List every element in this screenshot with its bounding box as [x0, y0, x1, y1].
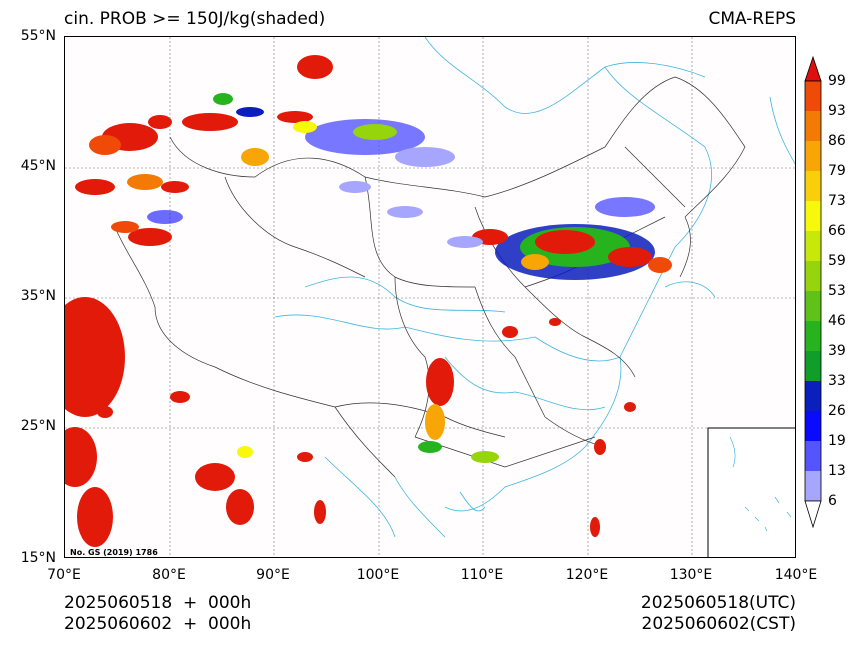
- lon-tick-label: 130°E: [669, 567, 713, 583]
- colorbar-tick-label: 26: [828, 403, 846, 419]
- colorbar-segment: [805, 471, 821, 501]
- colorbar-tick-label: 73: [828, 193, 846, 209]
- colorbar-tick-label: 53: [828, 283, 846, 299]
- valid-time-utc: 2025060518(UTC): [640, 593, 796, 613]
- colorbar-tick-label: 93: [828, 103, 846, 119]
- colorbar-tick-label: 66: [828, 223, 846, 239]
- colorbar-segment: [805, 381, 821, 411]
- map-review-number: No. GS (2019) 1786: [70, 548, 158, 557]
- colorbar-segment: [805, 141, 821, 171]
- colorbar-tick-label: 86: [828, 133, 846, 149]
- colorbar-segment: [805, 171, 821, 201]
- lon-tick-label: 140°E: [774, 567, 818, 583]
- lon-tick-label: 80°E: [152, 567, 186, 583]
- colorbar-segment: [805, 81, 821, 111]
- colorbar-extend-min: [804, 500, 822, 529]
- probability-shading: [65, 55, 672, 547]
- map-canvas: [65, 37, 795, 557]
- colorbar-segment: [805, 201, 821, 231]
- colorbar-tick-label: 59: [828, 253, 846, 269]
- south-china-sea-inset: [707, 427, 795, 557]
- inset-islands: [729, 436, 792, 532]
- colorbar-tick-label: 39: [828, 343, 846, 359]
- colorbar-segment: [805, 321, 821, 351]
- valid-time-block: 2025060518(UTC) 2025060602(CST): [641, 593, 796, 635]
- forecast-init-utc: 2025060518 + 000h: [64, 593, 252, 613]
- model-name: CMA-REPS: [708, 9, 796, 29]
- colorbar-tick-label: 99: [828, 73, 846, 89]
- forecast-init-block: 2025060518 + 000h 2025060602 + 000h: [64, 593, 251, 635]
- colorbar-extend-max: [804, 55, 822, 82]
- lon-tick-label: 120°E: [565, 567, 609, 583]
- colorbar: [804, 55, 822, 529]
- forecast-init-cst: 2025060602 + 000h: [64, 614, 252, 634]
- lon-tick-label: 100°E: [356, 567, 400, 583]
- lat-tick-label: 25°N: [20, 418, 56, 434]
- lat-tick-label: 55°N: [20, 28, 56, 44]
- colorbar-segment: [805, 291, 821, 321]
- colorbar-tick-label: 79: [828, 163, 846, 179]
- boundaries: [114, 76, 746, 478]
- lon-tick-label: 90°E: [256, 567, 290, 583]
- colorbar-segment: [805, 111, 821, 141]
- colorbar-segment: [805, 351, 821, 381]
- map-panel: [64, 36, 796, 558]
- colorbar-tick-label: 33: [828, 373, 846, 389]
- lon-tick-label: 70°E: [47, 567, 81, 583]
- valid-time-cst: 2025060602(CST): [641, 614, 796, 634]
- colorbar-tick-label: 19: [828, 433, 846, 449]
- colorbar-segment: [805, 441, 821, 471]
- colorbar-segment: [805, 231, 821, 261]
- colorbar-tick-label: 46: [828, 313, 846, 329]
- map-title: cin. PROB >= 150J/kg(shaded): [64, 9, 326, 29]
- lat-tick-label: 45°N: [20, 158, 56, 174]
- colorbar-tick-label: 6: [828, 493, 837, 509]
- graticule: [65, 37, 795, 557]
- colorbar-segment: [805, 261, 821, 291]
- lat-tick-label: 15°N: [20, 550, 56, 566]
- lat-tick-label: 35°N: [20, 288, 56, 304]
- colorbar-tick-label: 13: [828, 463, 846, 479]
- lon-tick-label: 110°E: [460, 567, 504, 583]
- colorbar-segment: [805, 411, 821, 441]
